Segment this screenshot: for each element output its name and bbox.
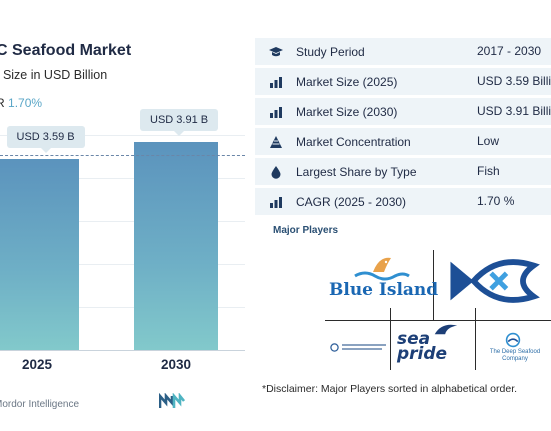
gridline <box>0 178 245 179</box>
summary-label: Market Concentration <box>296 135 411 149</box>
cagr-line: R 1.70% <box>0 96 42 110</box>
small-company-logo <box>330 342 388 354</box>
bar-2030 <box>134 142 218 350</box>
summary-label: Market Size (2025) <box>296 75 398 89</box>
summary-row: Market Size (2025) USD 3.59 Billion <box>255 68 551 95</box>
reference-dashline <box>0 155 245 156</box>
summary-value: USD 3.91 Billion <box>477 104 551 118</box>
bar-chart-icon <box>270 107 282 118</box>
disclaimer-text: *Disclaimer: Major Players sorted in alp… <box>262 383 518 395</box>
bar-data-label: USD 3.91 B <box>140 109 219 136</box>
major-players-title: Major Players <box>273 225 339 236</box>
pyramid-icon <box>270 136 282 148</box>
chart-subtitle: t Size in USD Billion <box>0 68 108 82</box>
circle-logo-icon <box>505 332 521 348</box>
wave-icon <box>434 324 458 335</box>
small-logo-lines <box>342 348 382 350</box>
summary-label: Largest Share by Type <box>296 165 417 179</box>
fish-logo <box>450 259 540 303</box>
summary-row: Market Concentration Low <box>255 128 551 155</box>
summary-value: Low <box>477 134 500 148</box>
summary-row: CAGR (2025 - 2030) 1.70 % <box>255 188 551 215</box>
summary-value: 2017 - 2030 <box>477 44 542 58</box>
bar-chart-icon <box>270 77 282 88</box>
mordor-logo-icon <box>159 393 185 408</box>
summary-label: CAGR (2025 - 2030) <box>296 195 407 209</box>
sea-pride-logo: sea pride <box>393 322 473 368</box>
x-tick-label: 2025 <box>22 357 53 372</box>
summary-value: 1.70 % <box>477 194 515 208</box>
emblem-icon <box>330 343 339 352</box>
gridline <box>0 135 245 136</box>
summary-row: Study Period 2017 - 2030 <box>255 38 551 65</box>
blue-island-text: Blue Island <box>329 280 439 300</box>
small-logo-lines <box>342 344 386 346</box>
summary-label: Market Size (2030) <box>296 105 398 119</box>
bar-2025 <box>0 159 79 350</box>
divider <box>475 308 476 370</box>
source-text: Mordor Intelligence <box>0 399 80 410</box>
summary-row: Market Size (2030) USD 3.91 Billion <box>255 98 551 125</box>
bar-data-label: USD 3.59 B <box>6 126 85 154</box>
x-tick-label: 2030 <box>161 357 192 372</box>
fish-wave-icon <box>354 257 410 281</box>
gridline <box>0 264 245 265</box>
summary-value: USD 3.59 Billion <box>477 74 551 88</box>
major-players-logos: Blue Island sea pride The Deep Seafood C… <box>325 250 551 370</box>
droplet-icon <box>271 166 281 179</box>
blue-island-logo: Blue Island <box>329 250 438 310</box>
divider <box>325 320 551 321</box>
market-summary-table: Study Period 2017 - 2030 Market Size (20… <box>255 38 551 218</box>
divider <box>390 308 391 370</box>
x-axis <box>0 350 245 351</box>
bar-chart-icon <box>270 197 282 208</box>
deep-seafood-logo: The Deep Seafood Company <box>481 332 549 368</box>
summary-label: Study Period <box>296 45 365 59</box>
sea-pride-text: sea pride <box>397 329 448 364</box>
deep-seafood-text: The Deep Seafood Company <box>489 349 541 362</box>
summary-row: Largest Share by Type Fish <box>255 158 551 185</box>
gridline <box>0 307 245 308</box>
chart-title: C Seafood Market <box>0 42 132 59</box>
divider <box>433 250 434 320</box>
summary-value: Fish <box>477 164 500 178</box>
cagr-value: 1.70% <box>8 96 43 110</box>
cagr-prefix: R <box>0 96 5 110</box>
gridline <box>0 221 245 222</box>
graduation-cap-icon <box>269 47 283 57</box>
